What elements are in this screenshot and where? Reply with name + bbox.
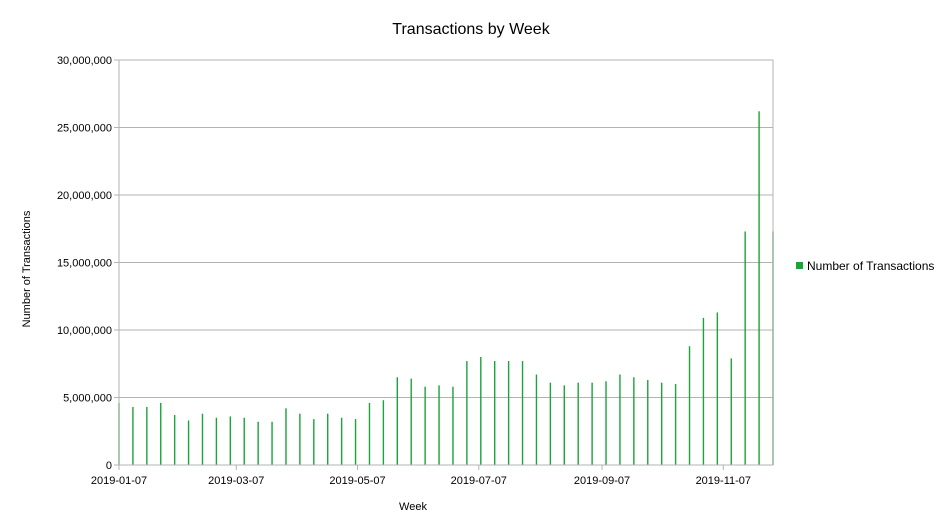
x-tick-label: 2019-07-07	[451, 475, 507, 487]
bar	[438, 385, 440, 465]
bar	[424, 386, 426, 465]
bar	[660, 382, 663, 465]
bar	[299, 413, 301, 465]
bar	[744, 231, 746, 465]
bar	[494, 361, 496, 465]
legend-swatch	[796, 262, 803, 269]
bar	[619, 374, 621, 465]
y-tick-label: 0	[106, 460, 112, 472]
x-tick-label: 2019-05-07	[329, 475, 385, 487]
legend: Number of Transactions	[796, 259, 934, 273]
bar	[340, 417, 343, 465]
bar	[160, 402, 162, 465]
bar	[257, 421, 259, 465]
y-axis-title: Number of Transactions	[21, 210, 33, 327]
bar	[368, 402, 371, 465]
bar	[229, 416, 232, 465]
bar	[480, 357, 482, 465]
bar	[285, 408, 287, 465]
bar	[382, 400, 385, 465]
y-tick-label: 25,000,000	[57, 123, 112, 135]
bar	[688, 346, 691, 465]
bar	[507, 361, 510, 465]
bar	[173, 415, 176, 465]
x-tick-label: 2019-03-07	[208, 475, 264, 487]
bar	[563, 385, 565, 465]
x-axis-ticks: 2019-01-07 2019-03-07 2019-05-07 2019-07-07…	[91, 465, 751, 487]
bar	[521, 361, 524, 465]
bar	[327, 413, 329, 465]
bar	[647, 379, 649, 465]
bar	[702, 317, 705, 465]
bar	[146, 406, 148, 465]
x-tick-label: 2019-01-07	[91, 475, 147, 487]
bar	[354, 419, 357, 465]
bar	[674, 384, 677, 465]
x-tick-label: 2019-09-07	[574, 475, 630, 487]
y-tick-label: 10,000,000	[57, 325, 112, 337]
bar	[758, 111, 760, 466]
bar	[549, 382, 552, 465]
y-tick-label: 20,000,000	[57, 190, 112, 202]
bar	[271, 421, 273, 465]
bar	[730, 358, 732, 465]
y-tick-label: 30,000,000	[57, 55, 112, 67]
bar	[243, 417, 245, 465]
bar	[716, 312, 719, 465]
chart-title: Transactions by Week	[392, 21, 550, 38]
bar	[605, 381, 607, 465]
bar	[215, 417, 218, 465]
x-axis-title: Week	[399, 501, 427, 513]
bars	[118, 111, 774, 466]
x-tick-label: 2019-11-07	[696, 475, 751, 487]
y-tick-label: 15,000,000	[57, 258, 112, 270]
bar	[452, 386, 454, 465]
bar	[633, 377, 635, 465]
y-tick-label: 5,000,000	[63, 393, 112, 405]
bar	[313, 419, 315, 465]
bar	[535, 374, 538, 465]
bar	[201, 413, 204, 465]
bar	[577, 382, 579, 465]
bar	[396, 377, 398, 465]
bar	[132, 406, 134, 465]
legend-label: Number of Transactions	[807, 259, 934, 273]
bar	[410, 378, 412, 465]
y-axis-ticks: 0 5,000,000 10,000,000 15,000,000 20,000,000…	[57, 55, 119, 472]
bar	[187, 420, 190, 465]
bar	[591, 382, 593, 465]
bar	[466, 361, 468, 465]
